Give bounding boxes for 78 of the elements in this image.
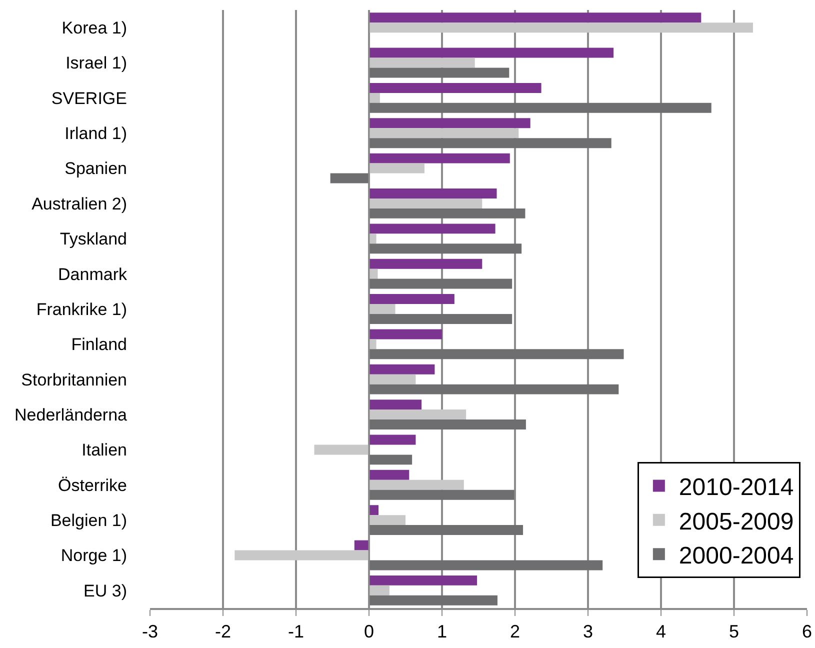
x-tick-label: -2	[214, 621, 232, 642]
bar	[369, 138, 612, 148]
y-tick-label: Frankrike 1)	[36, 300, 127, 319]
y-tick-label: Norge 1)	[60, 546, 127, 566]
bar	[369, 208, 526, 218]
bar	[369, 82, 542, 93]
bar	[369, 374, 416, 384]
bar	[369, 102, 712, 113]
y-tick-label: Storbritannien	[21, 370, 127, 390]
y-tick-label: Irland 1)	[64, 124, 127, 144]
y-tick-label: Italien	[82, 440, 127, 460]
bar	[369, 364, 435, 374]
y-tick-label: Belgien 1)	[50, 511, 127, 530]
bar	[369, 224, 496, 234]
x-tick-label: 6	[802, 621, 812, 642]
y-tick-label: Nederländerna	[14, 405, 128, 424]
bar	[369, 163, 424, 174]
bar	[369, 349, 624, 360]
bar	[369, 454, 412, 465]
bar	[369, 92, 380, 103]
bar	[369, 294, 454, 304]
bar	[369, 258, 482, 269]
bar	[369, 58, 475, 68]
bar	[369, 434, 416, 445]
y-tick-label: Israel 1)	[66, 54, 127, 73]
bar	[369, 12, 702, 23]
bar	[369, 188, 497, 198]
y-tick-label: Österrike	[58, 476, 127, 495]
x-tick-label: 5	[728, 621, 740, 642]
bar	[369, 268, 378, 279]
y-tick-label: Finland	[71, 335, 127, 354]
bar	[369, 490, 514, 500]
bar	[369, 304, 396, 314]
bar	[369, 128, 519, 138]
y-tick-label: EU 3)	[84, 581, 127, 600]
y-tick-label: Korea 1)	[62, 18, 127, 38]
bar	[330, 173, 369, 184]
legend-label: 2000-2004	[678, 542, 794, 570]
x-tick-label: -1	[288, 621, 304, 642]
bar	[369, 575, 478, 586]
bar	[369, 480, 464, 490]
bar	[369, 384, 619, 394]
bar	[234, 550, 369, 560]
y-tick-label: Tyskland	[60, 230, 127, 249]
y-tick-label: SVERIGE	[51, 88, 127, 108]
legend-label: 2005-2009	[678, 508, 794, 536]
bar	[369, 560, 603, 570]
bar	[369, 410, 466, 420]
bar	[369, 278, 512, 289]
bar	[369, 400, 422, 410]
bar	[369, 420, 526, 430]
y-tick-label: Australien 2)	[32, 194, 127, 214]
bar	[369, 595, 498, 606]
bar	[369, 470, 410, 480]
bar	[369, 68, 510, 78]
bar	[354, 540, 369, 550]
bar	[369, 48, 614, 58]
x-tick-label: 3	[582, 621, 594, 642]
bar	[369, 525, 524, 536]
x-tick-label: 2	[510, 621, 520, 642]
y-tick-label: Danmark	[58, 264, 128, 284]
x-tick-label: 0	[364, 621, 374, 642]
bar	[369, 585, 390, 596]
bar	[369, 314, 512, 324]
bar	[369, 198, 482, 208]
bar	[369, 22, 753, 33]
x-tick-label: 4	[656, 621, 666, 642]
x-tick-label: -3	[142, 621, 158, 642]
bar	[369, 118, 530, 128]
bar	[314, 444, 369, 455]
x-tick-label: 1	[436, 621, 448, 642]
bar	[369, 244, 522, 254]
bar	[369, 505, 378, 516]
bar	[369, 329, 442, 340]
y-tick-label: Spanien	[64, 159, 127, 178]
bar	[369, 153, 510, 164]
legend-label: 2010-2014	[678, 474, 794, 502]
bar	[369, 515, 406, 526]
